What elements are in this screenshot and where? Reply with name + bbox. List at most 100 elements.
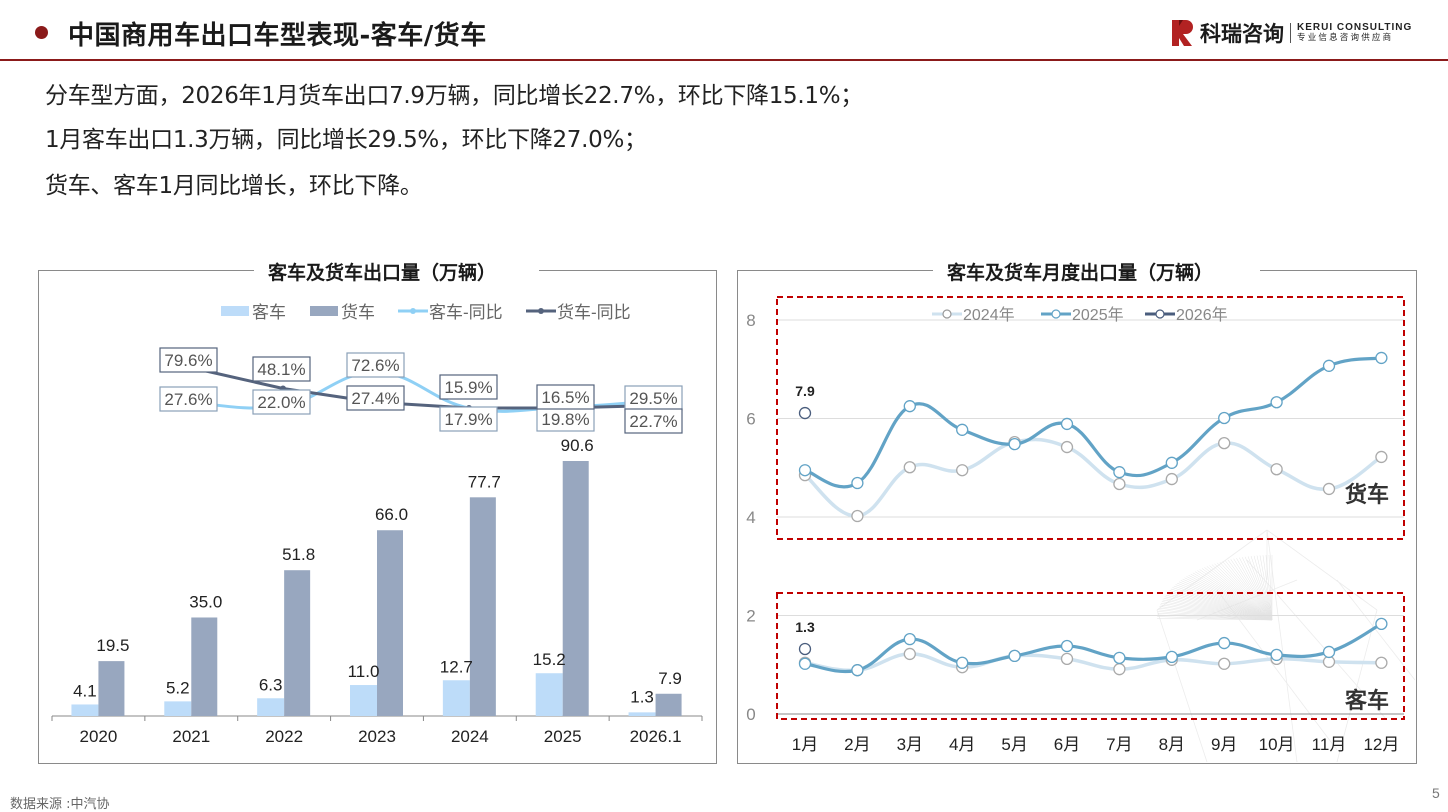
chart-legend: 2024年 2025年 2026年 (932, 306, 1228, 324)
point-2024年-6月 (1060, 440, 1074, 454)
series-group-truck: 7.9 货车 (795, 351, 1389, 523)
bar-truck-2025 (562, 461, 589, 716)
legend-label-2: 2026年 (1176, 306, 1228, 324)
point-2025年-12月 (1375, 351, 1388, 365)
company-logo: 科瑞咨询 KERUI CONSULTING 专业信息咨询供应商 (1172, 18, 1412, 48)
y-tick-label: 4 (746, 508, 755, 527)
truck-yoy-label: 15.9% (439, 374, 498, 400)
wireframe-fan (1253, 555, 1273, 621)
wireframe-fan (1163, 598, 1273, 621)
legend-marker-2 (1155, 309, 1165, 319)
x-tick-label: 3月 (897, 735, 923, 754)
wireframe-fan (1199, 569, 1273, 621)
wireframe-fan (1164, 596, 1273, 621)
x-tick-label: 2023 (358, 727, 396, 746)
legend-label-2: 客车-同比 (429, 303, 503, 322)
point-2024年-11月 (1322, 482, 1336, 496)
bus-highlight-box (776, 592, 1405, 720)
bus-yoy-label-box (439, 406, 498, 432)
wireframe-fan (1162, 599, 1273, 621)
x-tick-label: 2026.1 (630, 727, 682, 746)
wireframe-fan (1186, 576, 1273, 621)
point-2026年-1月 (798, 642, 812, 656)
panel-title-rule-left (39, 270, 254, 271)
bar-label-truck: 66.0 (375, 505, 408, 524)
summary-line-3: 货车、客车1月同比增长，环比下降。 (45, 173, 423, 199)
wireframe-fan (1194, 571, 1273, 621)
annual-chart-title: 客车及货车出口量（万辆） (268, 262, 497, 284)
wireframe-fan (1250, 556, 1273, 621)
bar-label-truck: 7.9 (658, 669, 682, 688)
x-tick-label: 2021 (172, 727, 210, 746)
bullet-dot-icon (35, 26, 48, 39)
truck-yoy-label-text: 79.6% (164, 351, 212, 370)
bus-yoy-label-box (159, 386, 218, 412)
x-tick-label: 1月 (792, 735, 818, 754)
bus-yoy-label-text: 17.9% (444, 410, 492, 429)
bar-label-bus: 15.2 (533, 650, 566, 669)
wireframe-fan (1157, 612, 1273, 621)
bar-truck-2022 (284, 570, 311, 716)
legend-swatch-1 (310, 306, 338, 316)
wireframe-fan (1225, 560, 1273, 621)
truck-yoy-label: 79.6% (159, 347, 218, 373)
point-2025年-12月 (1375, 617, 1388, 631)
wireframe-fan (1256, 555, 1273, 621)
wireframe-fan (1160, 604, 1273, 621)
wireframe-fan (1201, 568, 1273, 621)
wireframe-fan (1157, 618, 1273, 621)
point-2025年-10月 (1270, 648, 1283, 662)
annotation-bus-2026: 1.3 (795, 619, 815, 635)
legend-marker-2 (410, 308, 416, 314)
wireframe-fan (1178, 581, 1273, 621)
bar-truck-2023 (377, 530, 403, 716)
truck-yoy-label: 27.4% (346, 385, 405, 411)
point-2024年-7月 (1113, 477, 1126, 491)
point-2024年-2月 (851, 509, 864, 523)
wireframe-fan (1222, 561, 1273, 621)
wireframe-fan (1173, 585, 1273, 621)
point-2025年-4月 (956, 656, 969, 669)
legend-swatch-0 (221, 306, 249, 316)
point-2025年-9月 (1218, 636, 1231, 650)
point-2024年-9月 (1218, 436, 1231, 450)
x-tick-label: 12月 (1363, 735, 1399, 754)
bus-yoy-label: 17.9% (439, 406, 498, 432)
panel-title-rule-right (1260, 270, 1416, 271)
bus-yoy-label: 72.6% (346, 352, 405, 378)
point-2024年-10月 (1270, 463, 1283, 476)
bar-label-bus: 6.3 (259, 675, 283, 694)
x-tick-label: 2024 (451, 727, 489, 746)
bar-truck-2021 (191, 617, 218, 716)
truck-yoy-label-box (536, 384, 595, 410)
point-2025年-4月 (956, 423, 969, 436)
truck-yoy-label-box (624, 408, 683, 434)
wireframe-line (1196, 579, 1298, 621)
bar-truck-2026.1 (655, 693, 682, 716)
wireframe-fan (1177, 582, 1273, 621)
point-2024年-12月 (1375, 656, 1388, 669)
wireframe-fan (1268, 555, 1273, 621)
wireframe-fan (1192, 572, 1273, 621)
wireframe-fan (1184, 577, 1273, 621)
wireframe-fan (1180, 580, 1273, 621)
wireframe-fan (1190, 573, 1273, 621)
point-2025年-8月 (1165, 456, 1178, 469)
x-tick-label: 11月 (1312, 735, 1347, 754)
point-2025年-5月 (1008, 649, 1021, 663)
legend-label-0: 客车 (252, 303, 286, 322)
point-2025年-11月 (1322, 645, 1336, 659)
wireframe-fan (1242, 557, 1273, 621)
logo-tagline: 专业信息咨询供应商 (1297, 33, 1394, 43)
wireframe-fan (1182, 578, 1273, 621)
point-2024年-4月 (956, 464, 969, 477)
annotation-truck-2026: 7.9 (795, 383, 815, 399)
wireframe-fan (1227, 559, 1273, 621)
bus-yoy-label-box (346, 352, 405, 378)
wireframe-fan (1158, 607, 1273, 621)
legend-label-1: 货车 (341, 303, 375, 322)
bar-label-truck: 77.7 (468, 472, 501, 491)
logo-divider (1290, 23, 1291, 43)
wireframe-fan (1219, 561, 1273, 621)
